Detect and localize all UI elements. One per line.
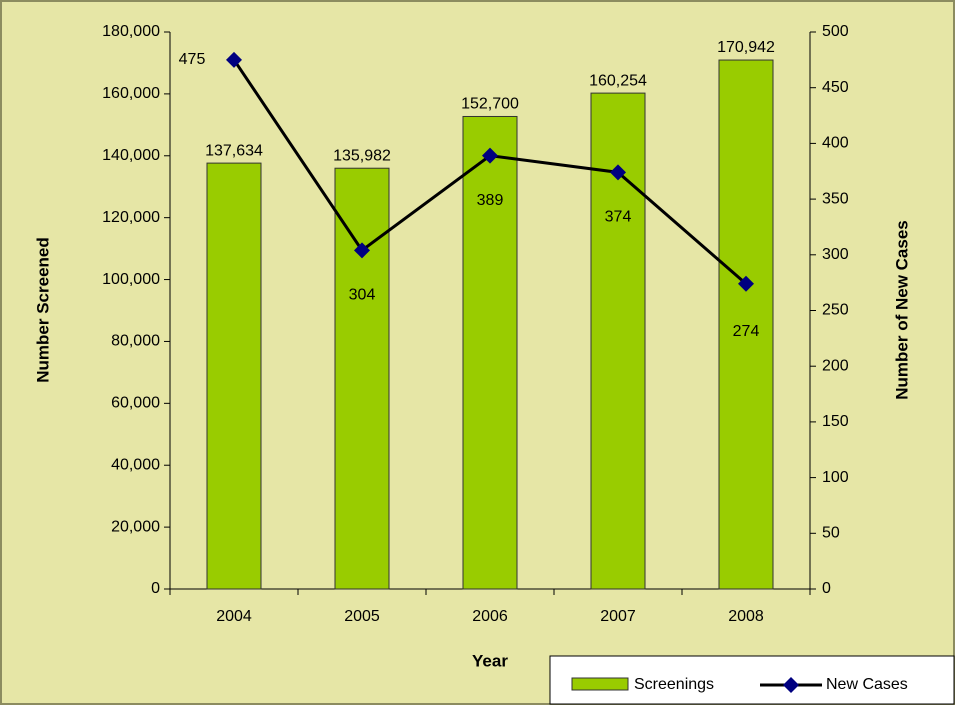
y-tick-label: 160,000 xyxy=(102,85,160,102)
bar-value-label: 152,700 xyxy=(461,96,519,113)
y2-tick-label: 300 xyxy=(822,246,849,263)
x-tick-label: 2006 xyxy=(472,608,508,625)
bar-value-label: 160,254 xyxy=(589,72,647,89)
bar xyxy=(462,115,518,590)
bar xyxy=(334,167,390,590)
y-tick-label: 80,000 xyxy=(111,333,160,350)
y-tick-label: 20,000 xyxy=(111,518,160,535)
y2-axis-title: Number of New Cases xyxy=(892,220,911,400)
point-value-label: 475 xyxy=(179,51,206,68)
point-value-label: 374 xyxy=(605,209,632,226)
y2-tick-label: 400 xyxy=(822,135,849,152)
y2-tick-label: 150 xyxy=(822,413,849,430)
x-tick-label: 2007 xyxy=(600,608,636,625)
y-tick-label: 100,000 xyxy=(102,271,160,288)
marker xyxy=(482,147,498,164)
point-value-label: 389 xyxy=(477,192,504,209)
marker xyxy=(226,51,242,68)
y-axis-title: Number Screened xyxy=(33,237,52,383)
point-value-label: 274 xyxy=(733,323,760,340)
y-tick-label: 120,000 xyxy=(102,209,160,226)
bar xyxy=(206,162,262,590)
legend-swatch xyxy=(571,677,629,691)
y2-tick-label: 200 xyxy=(822,357,849,374)
bar-value-label: 137,634 xyxy=(205,142,263,159)
bar xyxy=(718,59,774,590)
bar-value-label: 135,982 xyxy=(333,147,391,164)
bar-value-label: 170,942 xyxy=(717,39,775,56)
y-tick-label: 60,000 xyxy=(111,395,160,412)
x-tick-label: 2005 xyxy=(344,608,380,625)
y-tick-label: 0 xyxy=(151,580,160,597)
legend-marker xyxy=(783,677,799,693)
y2-tick-label: 50 xyxy=(822,525,840,542)
point-value-label: 304 xyxy=(349,287,376,304)
marker xyxy=(610,164,626,181)
x-tick-label: 2008 xyxy=(728,608,764,625)
y2-tick-label: 500 xyxy=(822,23,849,40)
marker xyxy=(738,275,754,292)
marker xyxy=(354,242,370,259)
y2-tick-label: 100 xyxy=(822,469,849,486)
y2-tick-label: 250 xyxy=(822,302,849,319)
legend-label: New Cases xyxy=(826,676,908,693)
legend-label: Screenings xyxy=(634,676,714,693)
y-tick-label: 140,000 xyxy=(102,147,160,164)
y2-tick-label: 0 xyxy=(822,580,831,597)
y-tick-label: 180,000 xyxy=(102,23,160,40)
x-tick-label: 2004 xyxy=(216,608,252,625)
y-tick-label: 40,000 xyxy=(111,456,160,473)
y2-tick-label: 350 xyxy=(822,190,849,207)
x-axis-title: Year xyxy=(472,651,508,670)
y2-tick-label: 450 xyxy=(822,79,849,96)
